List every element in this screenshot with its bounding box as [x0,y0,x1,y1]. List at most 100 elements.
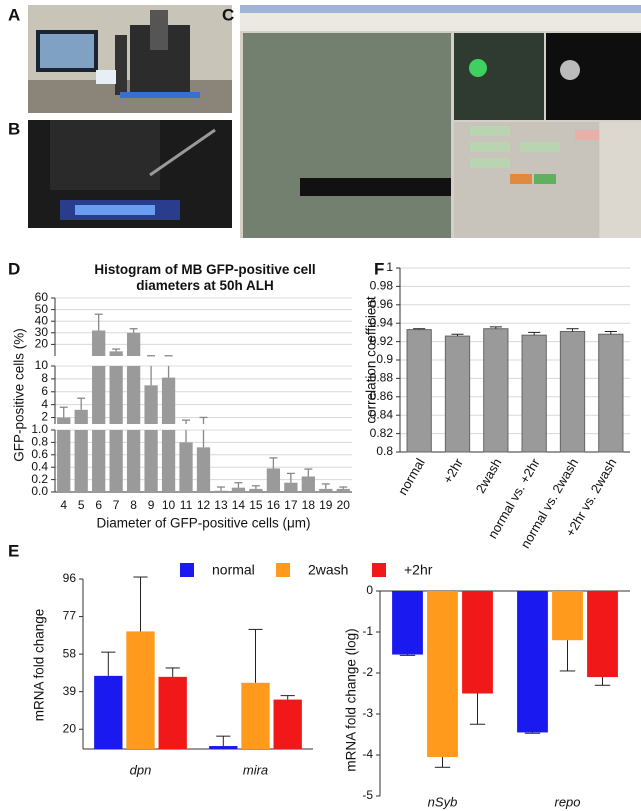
y-tick-label: 0.98 [370,279,394,293]
bar [209,746,238,749]
y-tick-label: 1.0 [31,422,48,436]
x-tick-label: 8 [130,498,137,512]
y-tick-label: 0.8 [376,444,393,458]
bar [552,591,583,641]
y-tick-label: 0.84 [370,407,394,421]
x-tick-label: mira [243,762,268,777]
bar [144,430,158,492]
x-tick-label: 14 [232,498,246,512]
bar [144,385,158,424]
x-tick-label: 16 [267,498,281,512]
bar [521,334,547,453]
y-tick-label: 40 [35,313,49,327]
bar [266,468,281,492]
y-tick-label: -4 [362,747,373,761]
y-tick-label: 96 [63,571,77,585]
legend-swatch [180,563,194,577]
y-tick-label: 0.92 [370,334,394,348]
y-tick-label: 0.88 [370,371,394,385]
y-axis-label: mRNA fold change (log) [344,628,359,771]
y-tick-label: 0.9 [376,352,393,366]
bar [517,591,548,733]
panel-label: B [8,119,20,138]
panel-label: A [8,5,20,24]
bar [126,430,141,492]
bar [161,430,176,492]
panel-label: E [8,541,19,560]
bar [336,488,350,492]
x-tick-label: nSyb [428,794,458,809]
y-tick-label: 77 [63,609,77,623]
y-tick-label: -2 [362,665,373,679]
x-tick-label: 13 [214,498,228,512]
y-tick-label: -1 [362,624,373,638]
legend-swatch [276,563,290,577]
bar [587,591,618,678]
x-tick-label: 11 [180,498,193,512]
bar [74,430,88,492]
x-tick-label: 12 [197,498,211,512]
bar [319,488,333,492]
y-tick-label: 0.6 [31,447,48,461]
bar [92,430,106,492]
photo-a [28,5,232,113]
bar [559,330,586,453]
bar [196,447,211,492]
bar [126,332,141,356]
screenshot-c [240,5,641,238]
bar [158,676,187,749]
y-tick-label: 1 [386,260,393,274]
x-tick-label: 2wash [473,456,505,496]
y-tick-label: 10 [35,358,49,372]
y-tick-label: 0.82 [370,426,394,440]
x-tick-label: 6 [95,498,102,512]
bar [109,351,123,356]
bar [126,366,141,424]
bar [462,591,493,694]
x-tick-label: 18 [302,498,316,512]
y-tick-label: 0.86 [370,389,394,403]
bar [598,333,624,453]
x-tick-label: normal [395,456,428,498]
bar [284,482,298,492]
bar [483,328,509,453]
x-tick-label: repo [554,794,580,809]
y-tick-label: 30 [35,325,49,339]
bar [427,591,458,758]
panel-label: F [374,259,384,278]
x-tick-label: 4 [60,498,67,512]
bar [109,366,123,424]
x-tick-label: +2hr [440,455,467,486]
x-tick-label: dpn [130,762,152,777]
x-tick-label: 9 [148,498,155,512]
y-tick-label: -3 [362,706,373,720]
y-tick-label: 0.96 [370,297,394,311]
x-axis-label: Diameter of GFP-positive cells (μm) [96,516,310,531]
bar [179,442,193,492]
y-tick-label: 2 [41,410,48,424]
x-tick-label: 17 [284,498,298,512]
bar [92,366,106,424]
bar [109,430,123,492]
bar [92,330,106,356]
y-axis-label: GFP-positive cells (%) [12,328,27,462]
bar [444,335,471,453]
y-tick-label: 58 [63,646,77,660]
bar [392,591,423,655]
y-tick-label: 4 [41,397,48,411]
bar [57,417,71,424]
x-tick-label: 19 [319,498,333,512]
bar [273,699,302,749]
y-tick-label: 0.94 [370,315,394,329]
y-tick-label: 0 [366,583,373,597]
bar [231,487,246,492]
panel-label: D [8,259,20,278]
y-tick-label: 20 [35,337,49,351]
y-tick-label: 50 [35,302,49,316]
x-tick-label: 15 [249,498,263,512]
y-tick-label: 60 [35,290,49,304]
legend-label: normal [212,562,255,578]
y-tick-label: 6 [41,384,48,398]
